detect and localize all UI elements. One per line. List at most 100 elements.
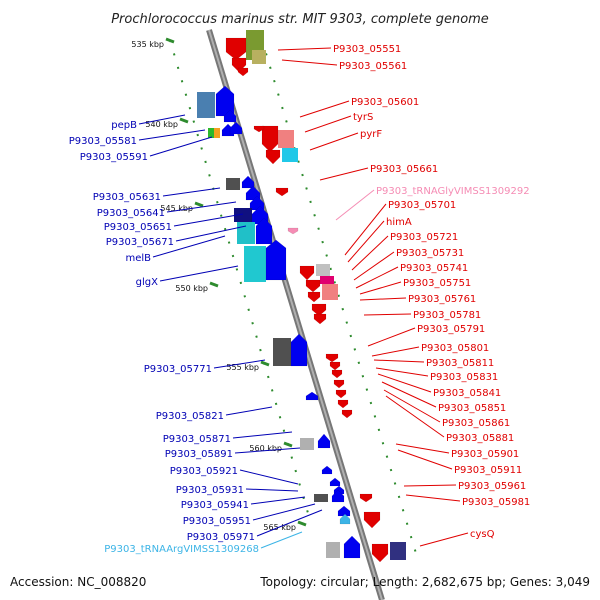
left-leader-line	[234, 447, 301, 454]
gene-arrow	[237, 67, 249, 77]
gene-arrow	[363, 511, 381, 529]
gene-box	[244, 246, 266, 282]
kbp-tick-label: 550 kbp	[175, 284, 208, 293]
kbp-tick-label: 545 kbp	[160, 204, 193, 213]
right-gene-label[interactable]: P9303_05881	[446, 433, 514, 444]
left-leader-line	[239, 469, 299, 485]
left-gene-label[interactable]: P9303_05821	[156, 411, 224, 422]
gene-arrow	[265, 239, 287, 281]
right-gene-label[interactable]: P9303_05781	[413, 310, 481, 321]
right-gene-label[interactable]: P9303_05551	[333, 44, 401, 55]
right-gene-label[interactable]: P9303_05911	[454, 465, 522, 476]
right-gene-label[interactable]: P9303_05561	[339, 61, 407, 72]
left-leader-lines	[138, 114, 323, 549]
left-leader-line	[245, 488, 299, 492]
kbp-tick-label: 555 kbp	[226, 363, 259, 372]
kbp-tick-mark	[165, 37, 175, 44]
gene-arrow	[311, 303, 327, 317]
left-gene-label[interactable]: P9303_tRNAArgVIMSS1309268	[104, 544, 259, 555]
right-leader-line	[373, 359, 425, 363]
right-gene-label[interactable]: pyrF	[360, 129, 382, 140]
gene-arrow	[305, 391, 319, 401]
left-gene-label[interactable]: P9303_05971	[187, 532, 255, 543]
left-gene-label[interactable]: P9303_05591	[80, 152, 148, 163]
left-leader-line	[213, 359, 266, 369]
right-leader-line	[381, 381, 437, 408]
right-gene-label[interactable]: P9303_05801	[421, 343, 489, 354]
right-gene-label[interactable]: P9303_05731	[396, 248, 464, 259]
right-leader-line	[304, 115, 352, 133]
left-gene-label[interactable]: P9303_05951	[183, 516, 251, 527]
left-leader-line	[225, 406, 273, 416]
left-gene-label[interactable]: melB	[125, 253, 151, 264]
left-gene-label[interactable]: P9303_05771	[144, 364, 212, 375]
gene-box	[226, 178, 240, 190]
gene-arrow	[337, 505, 351, 517]
gene-arrow	[337, 399, 349, 409]
right-gene-label[interactable]: cysQ	[470, 529, 495, 540]
left-gene-label[interactable]: P9303_05921	[170, 466, 238, 477]
left-gene-label[interactable]: P9303_05931	[176, 485, 244, 496]
right-leader-line	[299, 100, 350, 118]
right-gene-glyphs	[225, 30, 406, 563]
right-gene-label[interactable]: P9303_05841	[433, 388, 501, 399]
right-gene-label[interactable]: P9303_05761	[408, 294, 476, 305]
kbp-tick-label: 565 kbp	[263, 523, 296, 532]
left-gene-label[interactable]: glgX	[136, 277, 158, 288]
right-gene-label[interactable]: P9303_05751	[403, 278, 471, 289]
right-gene-label[interactable]: P9303_05981	[462, 497, 530, 508]
right-gene-label[interactable]: P9303_05661	[370, 164, 438, 175]
gene-arrow	[261, 125, 279, 153]
left-leader-line	[256, 509, 323, 537]
left-gene-label[interactable]: P9303_05651	[104, 222, 172, 233]
left-leader-line	[250, 496, 306, 505]
gene-arrow	[331, 369, 343, 379]
gene-arrow	[333, 379, 345, 389]
right-leader-lines	[277, 47, 469, 547]
right-gene-label[interactable]: himA	[386, 217, 412, 228]
left-gene-label[interactable]: P9303_05871	[163, 434, 231, 445]
left-gene-label[interactable]: P9303_05581	[69, 136, 137, 147]
gene-arrow	[341, 409, 353, 419]
right-gene-label[interactable]: P9303_05791	[417, 324, 485, 335]
left-gene-label[interactable]: P9303_05891	[165, 449, 233, 460]
right-leader-line	[395, 443, 450, 454]
gene-arrow	[241, 175, 255, 189]
trna-arrow	[287, 227, 299, 235]
right-leader-line	[375, 367, 429, 377]
right-gene-label[interactable]: tyrS	[353, 112, 373, 123]
left-gene-label[interactable]: P9303_05671	[106, 237, 174, 248]
left-leader-line	[173, 213, 244, 227]
right-gene-label[interactable]: P9303_05901	[451, 449, 519, 460]
gene-box	[208, 128, 214, 138]
left-leader-line	[260, 531, 303, 549]
right-gene-label[interactable]: P9303_05601	[351, 97, 419, 108]
left-gene-label[interactable]: P9303_05641	[97, 208, 165, 219]
right-gene-label[interactable]: P9303_05721	[390, 232, 458, 243]
right-leader-line	[355, 266, 399, 289]
right-gene-label[interactable]: P9303_05811	[426, 358, 494, 369]
right-gene-label[interactable]: P9303_05831	[430, 372, 498, 383]
gene-box	[300, 438, 314, 450]
right-gene-label[interactable]: P9303_05851	[438, 403, 506, 414]
gene-box	[314, 494, 328, 502]
right-gene-label[interactable]: P9303_05701	[388, 200, 456, 211]
left-gene-label[interactable]: pepB	[111, 120, 137, 131]
right-gene-label[interactable]: P9303_05861	[442, 418, 510, 429]
left-leader-line	[162, 187, 221, 197]
left-gene-label[interactable]: P9303_05631	[93, 192, 161, 203]
left-gene-label[interactable]: P9303_05941	[181, 500, 249, 511]
right-leader-line	[319, 167, 369, 181]
right-gene-label[interactable]: P9303_05741	[400, 263, 468, 274]
right-leader-line	[363, 313, 412, 316]
gene-box	[234, 208, 252, 222]
left-leader-line	[175, 225, 247, 242]
gene-arrow	[215, 85, 235, 117]
right-gene-label[interactable]: P9303_tRNAGlyVIMSS1309292	[376, 186, 530, 197]
topology-text: Topology: circular; Length: 2,682,675 bp…	[259, 575, 590, 589]
gene-arrow	[359, 493, 373, 503]
right-gene-label[interactable]: P9303_05961	[458, 481, 526, 492]
gene-arrow	[223, 109, 237, 123]
gene-arrow	[299, 265, 315, 281]
